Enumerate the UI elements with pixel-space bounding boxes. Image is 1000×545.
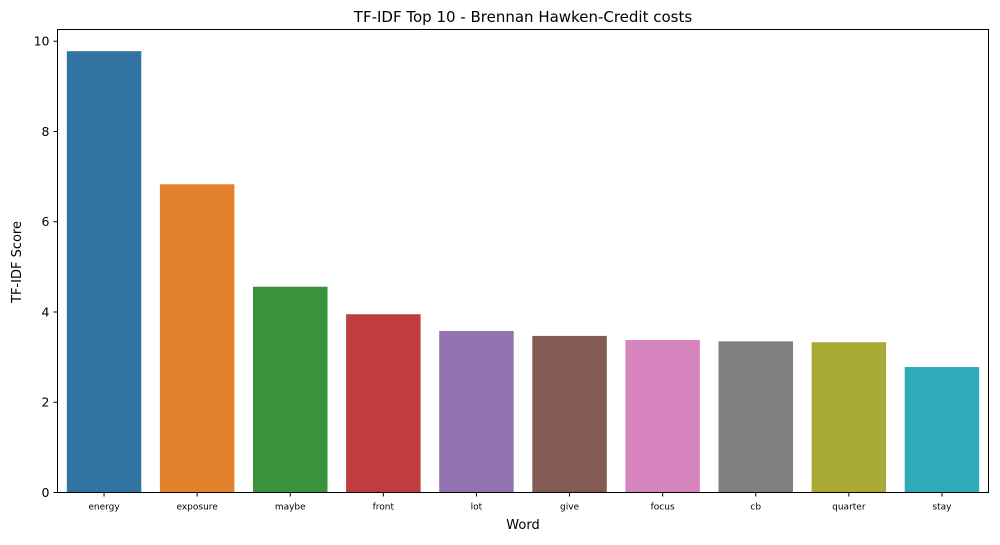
bar-focus (625, 339, 700, 493)
y-axis-ticks: 0 2 4 6 8 10 (34, 34, 58, 500)
bar-quarter (811, 342, 887, 493)
bar-stay (904, 367, 980, 493)
x-axis-ticks: energy exposure maybe front lot give focus cb qu… (88, 492, 952, 513)
bars-group (66, 51, 980, 493)
x-tick-label: cb (750, 503, 761, 513)
x-tick-label: focus (651, 503, 675, 513)
x-tick-label: give (560, 503, 580, 513)
y-axis-label: TF-IDF Score (10, 221, 25, 304)
chart-title: TF-IDF Top 10 - Brennan Hawken-Credit co… (353, 8, 693, 26)
bar-exposure (159, 184, 235, 493)
x-tick-label: quarter (832, 503, 866, 513)
x-tick-label: lot (471, 503, 483, 513)
bar-give (532, 335, 607, 493)
bar-maybe (253, 286, 328, 493)
y-tick-label: 2 (42, 395, 50, 410)
y-tick-label: 8 (42, 124, 50, 139)
y-tick-label: 0 (42, 485, 50, 500)
x-tick-label: exposure (176, 503, 218, 513)
bar-lot (439, 330, 514, 493)
x-tick-label: stay (932, 503, 952, 513)
bar-cb (718, 341, 793, 493)
plot-frame (57, 29, 989, 493)
bar-energy (66, 51, 142, 493)
y-tick-label: 6 (42, 214, 50, 229)
y-tick-label: 10 (34, 34, 50, 49)
bar-front (346, 314, 421, 493)
x-tick-label: energy (88, 503, 120, 513)
y-tick-label: 4 (42, 304, 50, 319)
x-tick-label: front (373, 503, 395, 513)
x-axis-label: Word (506, 518, 539, 533)
x-tick-label: maybe (275, 503, 306, 513)
